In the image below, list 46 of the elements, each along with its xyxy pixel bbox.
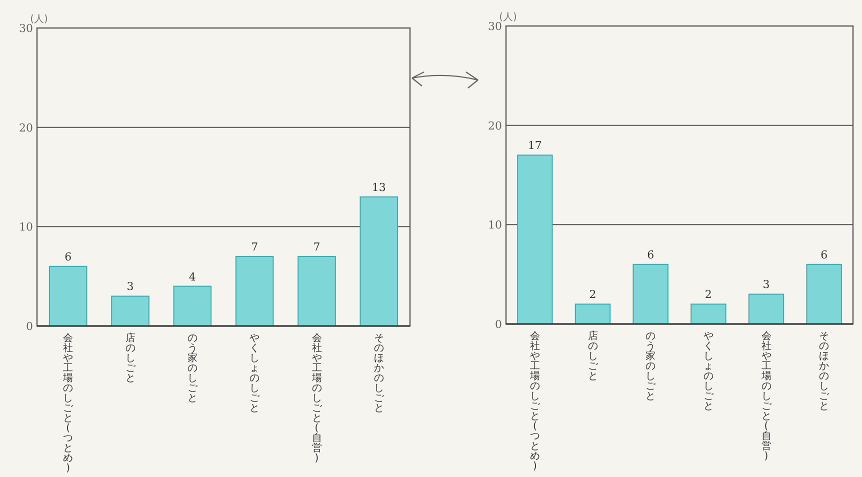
y-tick-label: 0 (26, 320, 33, 333)
bar (173, 286, 212, 326)
y-axis-title: (人) (30, 14, 48, 25)
bar (48, 266, 88, 326)
data-label: 13 (372, 180, 386, 194)
category-label: 会社や工場のしごと(自営) (312, 333, 322, 464)
x-tick-label: のう家のしごと (187, 333, 198, 404)
bar (517, 154, 553, 324)
x-tick-label: やくしょのしごと (250, 333, 261, 414)
x-tick-label: そのほかのしごと (819, 331, 830, 412)
y-axis-title: (人) (499, 12, 517, 23)
category-label: 会社や工場のしごと(自営) (761, 331, 772, 462)
bar (298, 256, 336, 326)
data-label: 3 (126, 280, 134, 294)
bar (632, 264, 668, 324)
data-label: 17 (528, 139, 542, 152)
x-tick-label: 店のしごと (125, 332, 136, 384)
y-tick-label: 30 (19, 22, 33, 35)
data-label: 7 (313, 240, 320, 254)
data-label: 6 (64, 250, 72, 264)
bar (806, 264, 842, 324)
y-tick-label: 20 (19, 121, 33, 134)
data-label: 6 (647, 248, 654, 262)
category-label: 会社や工場のしごと(つとめ) (530, 331, 540, 472)
bar (748, 294, 784, 324)
data-label: 3 (762, 278, 770, 292)
category-label: 会社や工場のしごと(つとめ) (63, 333, 74, 474)
data-label: 2 (704, 288, 712, 302)
x-tick-label: そのほかのしごと (374, 333, 385, 414)
data-label: 6 (820, 248, 828, 262)
x-tick-label: やくしょのしごと (703, 331, 714, 412)
y-tick-label: 10 (488, 218, 502, 232)
bar (235, 256, 274, 326)
y-tick-label: 0 (495, 318, 502, 331)
data-label: 4 (188, 270, 196, 284)
data-label: 2 (589, 288, 596, 302)
bar (574, 304, 611, 324)
x-tick-label: のう家のしごと (646, 331, 657, 402)
y-tick-label: 20 (488, 119, 502, 132)
y-tick-label: 10 (19, 220, 33, 234)
bar (360, 196, 398, 326)
x-tick-label: 店のしごと (588, 330, 599, 382)
data-label: 7 (251, 240, 258, 254)
bar (690, 304, 726, 324)
bar (111, 296, 150, 326)
y-tick-label: 30 (488, 20, 502, 33)
